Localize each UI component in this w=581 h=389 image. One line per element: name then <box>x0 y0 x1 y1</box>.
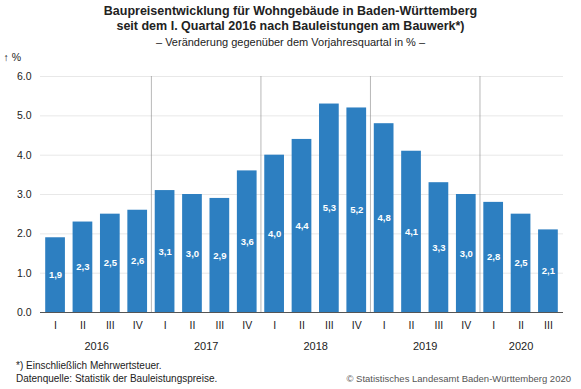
svg-text:IV: IV <box>461 319 471 331</box>
svg-text:2,9: 2,9 <box>213 250 226 261</box>
svg-text:II: II <box>518 319 524 331</box>
html-text:© Statistisches Landesamt Bade: © Statistisches Landesamt Baden-Württemb… <box>346 372 571 384</box>
svg-text:III: III <box>106 319 115 331</box>
svg-text:III: III <box>435 319 444 331</box>
svg-text:2,3: 2,3 <box>76 261 89 272</box>
svg-text:2019: 2019 <box>413 340 437 352</box>
svg-text:3,0: 3,0 <box>460 248 473 259</box>
svg-text:3.0: 3.0 <box>17 188 32 200</box>
svg-text:4,8: 4,8 <box>378 212 391 223</box>
svg-text:IV: IV <box>133 319 143 331</box>
svg-text:I: I <box>273 319 276 331</box>
svg-text:II: II <box>409 319 415 331</box>
svg-text:III: III <box>215 319 224 331</box>
svg-text:↑ %: ↑ % <box>4 51 22 63</box>
svg-text:IV: IV <box>242 319 252 331</box>
svg-text:II: II <box>80 319 86 331</box>
svg-text:II: II <box>190 319 196 331</box>
svg-text:II: II <box>299 319 305 331</box>
svg-text:2,5: 2,5 <box>514 257 528 268</box>
svg-text:6.0: 6.0 <box>17 70 32 82</box>
svg-text:III: III <box>544 319 553 331</box>
html-text:seit dem I. Quartal 2016 nach: seit dem I. Quartal 2016 nach Bauleistun… <box>116 19 465 33</box>
svg-text:2018: 2018 <box>303 340 327 352</box>
svg-text:2020: 2020 <box>509 340 533 352</box>
svg-text:4,4: 4,4 <box>295 220 309 231</box>
svg-text:3,3: 3,3 <box>432 242 445 253</box>
svg-text:3,1: 3,1 <box>158 246 172 257</box>
html-text:*) Einschließlich Mehrwertsteu: *) Einschließlich Mehrwertsteuer. <box>16 360 162 371</box>
html-text:Datenquelle: Statistik der Bau: Datenquelle: Statistik der Bauleistungsp… <box>16 372 218 384</box>
html-text:Baupreisentwicklung für Wohnge: Baupreisentwicklung für Wohngebäude in B… <box>103 4 478 18</box>
svg-text:III: III <box>325 319 334 331</box>
svg-text:2.0: 2.0 <box>17 227 32 239</box>
html-text:– Veränderung gegenüber dem Vo: – Veränderung gegenüber dem Vorjahresqua… <box>156 36 425 48</box>
svg-text:IV: IV <box>352 319 362 331</box>
svg-text:I: I <box>492 319 495 331</box>
svg-text:4,1: 4,1 <box>405 226 419 237</box>
svg-text:0.0: 0.0 <box>17 306 32 318</box>
svg-text:2,1: 2,1 <box>542 265 556 276</box>
svg-text:4.0: 4.0 <box>17 149 32 161</box>
svg-text:5.0: 5.0 <box>17 109 32 121</box>
svg-text:2,8: 2,8 <box>487 251 500 262</box>
svg-text:I: I <box>164 319 167 331</box>
svg-text:4,0: 4,0 <box>268 228 281 239</box>
svg-text:3,0: 3,0 <box>186 248 199 259</box>
svg-text:2,5: 2,5 <box>104 257 118 268</box>
svg-text:I: I <box>54 319 57 331</box>
svg-text:2016: 2016 <box>84 340 108 352</box>
svg-text:5,3: 5,3 <box>323 202 336 213</box>
svg-text:3,6: 3,6 <box>241 236 254 247</box>
svg-text:2017: 2017 <box>194 340 218 352</box>
svg-text:I: I <box>383 319 386 331</box>
svg-text:1.0: 1.0 <box>17 267 32 279</box>
svg-text:2,6: 2,6 <box>131 255 144 266</box>
svg-text:5,2: 5,2 <box>350 204 363 215</box>
svg-text:1,9: 1,9 <box>49 269 62 280</box>
